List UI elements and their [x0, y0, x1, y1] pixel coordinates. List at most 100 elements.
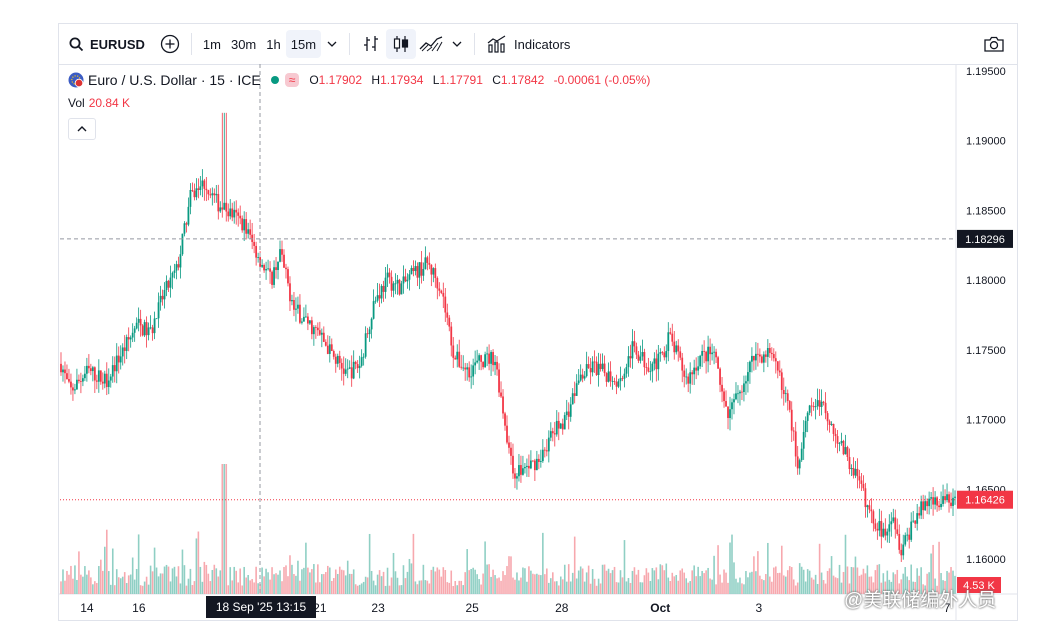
- candle-body: [764, 354, 767, 357]
- candle-body: [95, 380, 98, 382]
- volume-bar: [747, 577, 749, 594]
- volume-bar: [776, 573, 779, 594]
- candle-body: [788, 400, 791, 410]
- candle-body: [340, 362, 343, 369]
- area-chart-type-button[interactable]: [416, 29, 446, 59]
- candle-body: [780, 372, 783, 390]
- timeframe-1h[interactable]: 1h: [266, 36, 281, 52]
- candle-body: [314, 327, 317, 328]
- candle-body: [420, 262, 423, 276]
- volume-bar: [685, 578, 688, 594]
- volume-bar: [253, 582, 255, 594]
- candle-body: [731, 402, 733, 410]
- volume-bar: [504, 575, 506, 594]
- volume-bar: [187, 578, 190, 594]
- candle-body: [308, 320, 311, 324]
- volume-bar: [127, 575, 130, 594]
- candle-body: [229, 208, 232, 217]
- candle-body: [70, 381, 72, 388]
- candle-body: [187, 206, 190, 225]
- volume-bar: [360, 583, 363, 594]
- chevron-down-icon: [327, 41, 337, 47]
- candle-body: [338, 355, 341, 363]
- volume-bar: [944, 580, 946, 594]
- indicators-button[interactable]: Indicators: [481, 24, 576, 64]
- candle-body: [512, 455, 514, 474]
- candle-body: [707, 346, 710, 362]
- volume-bar: [633, 567, 636, 594]
- volume-bar: [665, 563, 668, 594]
- timeframe-1m[interactable]: 1m: [202, 36, 221, 52]
- candle-body: [299, 304, 301, 323]
- market-status-dot: [270, 76, 279, 84]
- volume-legend: Vol 20.84 K: [68, 96, 130, 110]
- candle-body: [336, 355, 339, 364]
- candle-body: [273, 267, 275, 285]
- candle-body: [410, 267, 413, 275]
- candle-body: [480, 355, 483, 362]
- volume-bar: [619, 570, 622, 594]
- candle-body: [772, 354, 775, 359]
- candle-body: [846, 447, 849, 457]
- collapse-legend-button[interactable]: [68, 118, 96, 140]
- compare-symbol-button[interactable]: [155, 29, 185, 59]
- timeframe-dropdown-button[interactable]: [321, 29, 343, 59]
- volume-bar: [655, 567, 658, 594]
- volume-bar: [444, 570, 447, 594]
- candle-body: [125, 337, 128, 351]
- volume-bar: [599, 583, 602, 594]
- volume-bar: [934, 578, 936, 594]
- candle-body: [281, 249, 283, 255]
- volume-bar: [908, 580, 911, 594]
- candle-body: [878, 521, 881, 531]
- volume-bar: [595, 585, 598, 594]
- volume-bar: [812, 579, 815, 594]
- volume-bar: [765, 574, 767, 594]
- volume-bar: [617, 582, 620, 594]
- volume-bar: [806, 569, 809, 594]
- candle-body: [876, 528, 879, 531]
- low-value: 1.17791: [439, 73, 483, 87]
- candle-body: [283, 254, 285, 268]
- volume-bar: [820, 572, 823, 594]
- volume-bar: [107, 571, 110, 594]
- last-price-box: [957, 490, 1013, 509]
- volume-bar: [332, 578, 335, 594]
- volume-bar: [225, 464, 228, 594]
- volume-bar: [830, 556, 833, 594]
- candle-body: [424, 257, 427, 269]
- volume-bar: [380, 576, 383, 594]
- volume-bar: [426, 580, 429, 594]
- volume-bar: [848, 583, 851, 594]
- candle-body: [735, 393, 737, 400]
- volume-bar: [356, 585, 359, 594]
- watermark-text: @美联储编外人员: [844, 590, 997, 611]
- chart-type-dropdown-button[interactable]: [446, 29, 468, 59]
- candles-chart-type-button[interactable]: [386, 29, 417, 59]
- candle-body: [798, 460, 801, 469]
- volume-bar: [522, 567, 524, 594]
- candle-body: [766, 348, 769, 357]
- volume-bar: [279, 570, 281, 594]
- timeframe-15m[interactable]: 15m: [285, 30, 322, 58]
- timeframe-30m[interactable]: 30m: [230, 36, 257, 52]
- candle-body: [147, 327, 150, 336]
- volume-bar: [838, 564, 841, 594]
- volume-bar: [470, 569, 472, 594]
- candle-body: [354, 361, 357, 365]
- volume-bar: [295, 575, 297, 594]
- candle-body: [326, 345, 329, 354]
- candle-body: [492, 352, 494, 366]
- candle-body: [870, 509, 873, 512]
- candle-body: [675, 345, 678, 353]
- bar-chart-type-button[interactable]: [356, 29, 386, 59]
- snapshot-button[interactable]: [979, 29, 1009, 59]
- candle-body: [792, 430, 795, 432]
- candle-body: [938, 505, 940, 508]
- volume-bar: [303, 567, 305, 594]
- price-chart[interactable]: 1.19500 1.19000 1.18500 1.18000 1.17500 1.170…: [59, 24, 1017, 620]
- volume-bar: [243, 566, 245, 594]
- symbol-search-button[interactable]: EURUSD: [59, 24, 151, 64]
- candle-body: [476, 360, 479, 363]
- volume-bar: [882, 573, 885, 594]
